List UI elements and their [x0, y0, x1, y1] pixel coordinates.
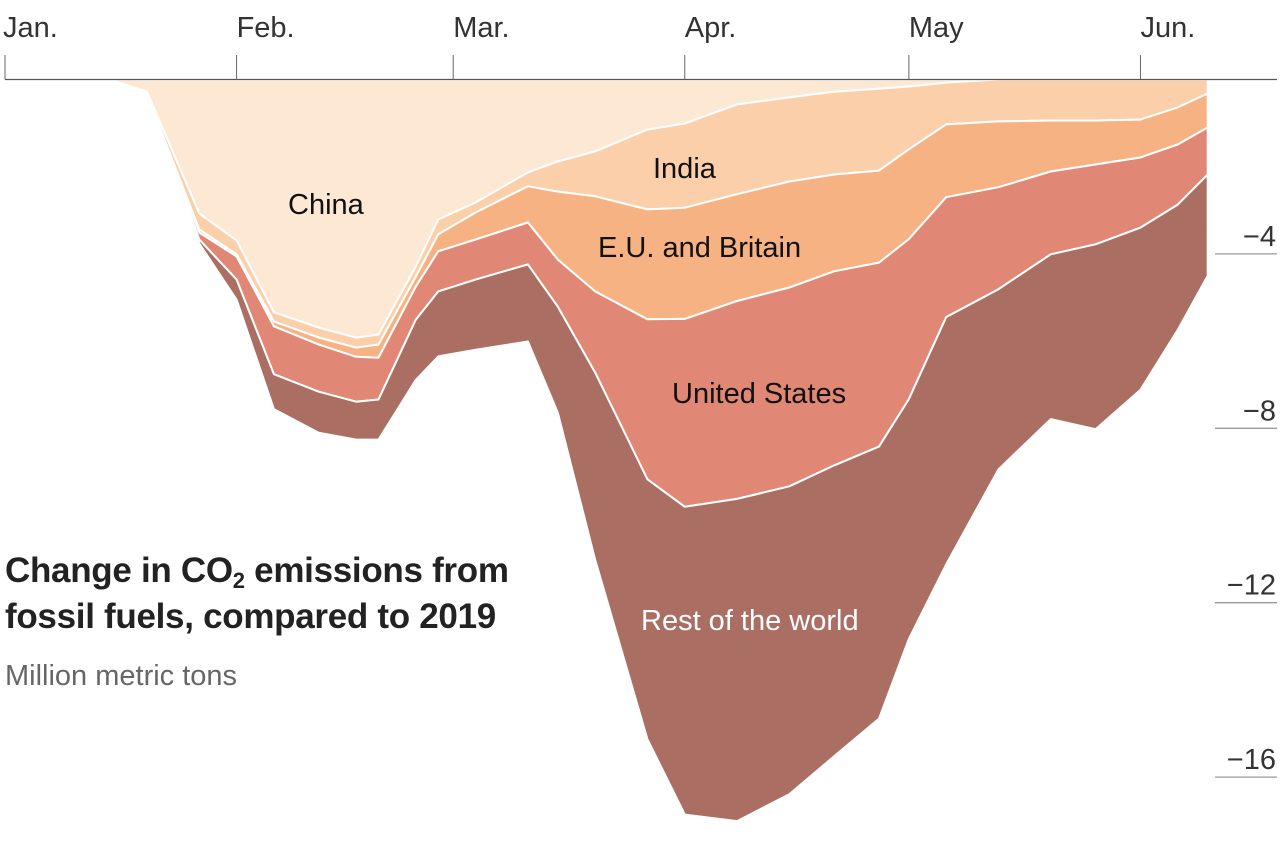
- chart-subtitle: Million metric tons: [5, 660, 238, 692]
- chart-title-block: Change in CO2 emissions from fossil fuels…: [5, 548, 585, 693]
- series-labels: China India E.U. and Britain United Stat…: [288, 153, 859, 637]
- y-tick-label: −4: [1243, 221, 1276, 253]
- y-tick-label: −16: [1227, 744, 1276, 776]
- area-rest-of-the-world: [108, 78, 1209, 823]
- title-text: fossil fuels, compared to 2019: [5, 597, 496, 636]
- title-subscript: 2: [232, 568, 245, 593]
- x-tick-label: Mar.: [453, 12, 509, 44]
- series-label-rest-of-world: Rest of the world: [641, 605, 859, 637]
- x-tick-label: May: [909, 12, 964, 44]
- chart-title: Change in CO2 emissions from fossil fuels…: [5, 548, 585, 640]
- y-axis: −4 −8 −12 −16: [1215, 221, 1277, 778]
- series-label-india: India: [653, 153, 717, 185]
- series-label-china: China: [288, 189, 365, 221]
- y-tick-label: −8: [1243, 395, 1276, 427]
- area-layers: [108, 78, 1209, 823]
- x-tick-label: Feb.: [237, 12, 295, 44]
- title-text: emissions from: [244, 551, 509, 590]
- x-axis: Jan. Feb. Mar. Apr. May Jun.: [3, 12, 1277, 81]
- x-tick-label: Jan.: [3, 12, 58, 44]
- x-tick-label: Apr.: [685, 12, 737, 44]
- series-label-eu-britain: E.U. and Britain: [598, 232, 801, 264]
- y-tick-label: −12: [1227, 570, 1276, 602]
- series-label-united-states: United States: [672, 378, 846, 410]
- title-text: Change in CO: [5, 551, 233, 590]
- x-tick-label: Jun.: [1140, 12, 1195, 44]
